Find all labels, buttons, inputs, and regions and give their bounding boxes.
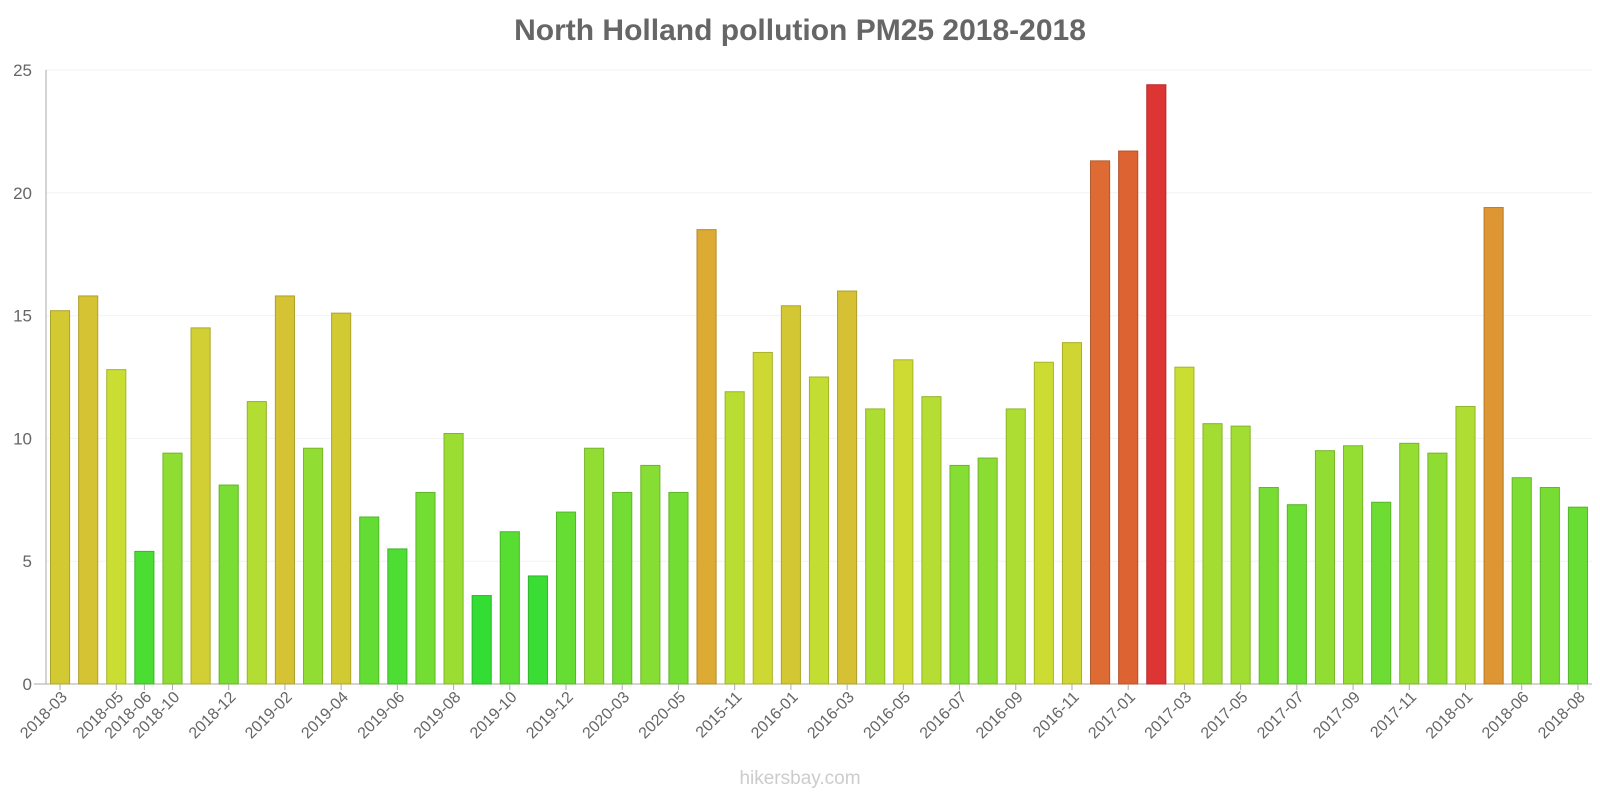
x-tick-label: 2017-05 [1198, 689, 1252, 743]
x-tick-label: 2017-01 [1085, 689, 1139, 743]
bar-2017-01[interactable] [1118, 150, 1139, 685]
y-tick-label: 25 [13, 61, 32, 80]
bar-2018-11[interactable] [190, 327, 211, 685]
bar-2019-11[interactable] [527, 575, 548, 685]
bars [50, 84, 1589, 685]
x-tick-label: 2019-10 [467, 689, 521, 743]
bar-2018-02[interactable] [1483, 207, 1504, 685]
bar-2019-12[interactable] [555, 511, 577, 685]
bar-2016-10[interactable] [1033, 361, 1054, 685]
x-tick-label: 2019-06 [355, 689, 409, 743]
x-tick-label: 2020-05 [636, 689, 690, 743]
bar-2018-08[interactable] [1567, 506, 1589, 685]
bar-2017-12[interactable] [1427, 452, 1448, 685]
bar-2019-09[interactable] [471, 595, 492, 685]
x-tick-label: 2017-07 [1254, 689, 1308, 743]
bar-2017-05[interactable] [1230, 425, 1251, 685]
bar-2020-04[interactable] [640, 464, 661, 685]
bar-2018-10[interactable] [162, 452, 183, 685]
bar-2016-12[interactable] [1090, 160, 1111, 685]
bar-2019-06[interactable] [387, 548, 408, 685]
bar-2016-02[interactable] [808, 376, 830, 685]
bar-2016-06[interactable] [921, 396, 942, 685]
x-tick-label: 2019-02 [242, 689, 296, 743]
bar-2020-06[interactable] [696, 229, 717, 685]
bar-2016-08[interactable] [977, 457, 998, 685]
bar-2018-06[interactable] [134, 550, 155, 685]
bar-2016-03[interactable] [837, 290, 858, 685]
bar-2015-11[interactable] [724, 391, 745, 685]
bar-2016-09[interactable] [1005, 408, 1026, 685]
y-tick-label: 0 [23, 675, 32, 694]
x-tick-label: 2016-05 [861, 689, 915, 743]
bar-2020-03[interactable] [612, 491, 633, 685]
y-tick-label: 15 [13, 307, 32, 326]
x-tick-label: 2018-12 [186, 689, 240, 743]
x-tick-label: 2018-08 [1535, 689, 1589, 743]
bar-2019-07[interactable] [415, 491, 436, 685]
y-tick-label: 20 [13, 184, 32, 203]
bar-2018-03[interactable] [50, 310, 71, 685]
bar-2017-02[interactable] [1146, 84, 1167, 685]
x-tick-label: 2017-09 [1310, 689, 1364, 743]
bar-2018-05[interactable] [106, 369, 127, 685]
y-tick-labels: 0 5 10 15 20 25 [13, 61, 32, 694]
bar-2017-09[interactable] [1343, 445, 1364, 685]
bar-2017-08[interactable] [1314, 450, 1336, 685]
x-tick-label: 2019-12 [523, 689, 577, 743]
bar-2017-11[interactable] [1399, 442, 1420, 685]
x-tick-label: 2018-01 [1423, 689, 1477, 743]
x-tick-label: 2020-03 [580, 689, 634, 743]
x-tick-label: 2016-03 [804, 689, 858, 743]
bar-2016-01[interactable] [780, 305, 801, 685]
bar-2017-10[interactable] [1371, 501, 1392, 685]
chart-title: North Holland pollution PM25 2018-2018 [514, 14, 1086, 47]
x-tick-label: 2016-07 [917, 689, 971, 743]
bar-2019-02[interactable] [274, 295, 295, 685]
bar-2015-12[interactable] [752, 351, 773, 685]
bar-2016-04[interactable] [865, 408, 886, 685]
bar-2017-06[interactable] [1258, 487, 1279, 685]
x-tick-label: 2016-11 [1030, 689, 1083, 742]
bar-2016-07[interactable] [949, 464, 970, 685]
bar-2017-04[interactable] [1202, 423, 1223, 685]
bar-2016-11[interactable] [1061, 342, 1083, 685]
bar-2016-05[interactable] [893, 359, 914, 685]
y-tick-label: 10 [13, 429, 32, 448]
bar-2018-04[interactable] [78, 295, 99, 685]
bar-2019-08[interactable] [443, 432, 464, 685]
bar-2019-04[interactable] [331, 312, 352, 685]
x-tick-label: 2019-04 [298, 689, 352, 743]
bar-2019-05[interactable] [359, 516, 380, 685]
x-tick-label: 2018-03 [17, 689, 71, 743]
bar-2018-12[interactable] [218, 484, 239, 685]
bar-2019-10[interactable] [499, 531, 520, 685]
x-tick-label: 2017-11 [1367, 689, 1420, 742]
bar-2017-03[interactable] [1174, 366, 1195, 685]
bar-2020-01[interactable] [584, 447, 605, 685]
y-tick-label: 5 [23, 552, 32, 571]
bar-2019-01[interactable] [246, 401, 267, 685]
bar-2018-01[interactable] [1455, 405, 1476, 685]
x-tick-label: 2018-06 [1479, 689, 1533, 743]
x-tick-label: 2019-08 [411, 689, 465, 743]
x-tick-label: 2015-11 [693, 689, 746, 742]
bar-2018-06[interactable] [1511, 477, 1532, 685]
x-tick-label: 2017-03 [1142, 689, 1196, 743]
bar-2020-05[interactable] [668, 491, 689, 685]
bar-2017-07[interactable] [1286, 504, 1307, 685]
x-tick-label: 2016-01 [748, 689, 802, 743]
watermark: hikersbay.com [739, 768, 861, 789]
x-tick-label: 2016-09 [973, 689, 1027, 743]
bar-2019-03[interactable] [302, 447, 324, 685]
bar-2018-07[interactable] [1539, 487, 1560, 685]
